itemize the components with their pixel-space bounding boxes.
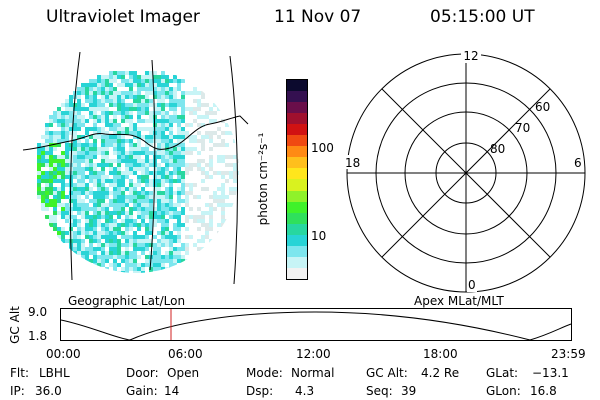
altitude-ylabel: GC Alt [8,306,22,344]
longitude-line-1 [69,52,81,281]
gain-label: Gain: [126,384,158,398]
gcalt-value: 4.2 Re [421,366,460,380]
colorbar-swatch [287,201,307,213]
colorbar-swatch [287,90,307,102]
colorbar [286,79,308,280]
glat-value: −13.1 [532,366,569,380]
mlat-label-70: 70 [515,121,530,135]
altitude-xtick-1200: 12:00 [296,347,331,361]
mlt-label-18: 18 [345,156,360,170]
colorbar-swatch [287,113,307,125]
geographic-label: Geographic Lat/Lon [68,294,186,308]
mlt-label-0: 0 [468,278,476,292]
mode-value: Normal [291,366,335,380]
altitude-curve [60,311,572,341]
uv-image-panel [22,52,249,285]
altitude-plot [60,308,572,341]
altitude-xtick-0600: 06:00 [168,347,203,361]
dsp-value: 4.3 [295,384,315,398]
colorbar-swatch [287,157,307,169]
filter-label: Flt: [10,366,29,380]
seq-label: Seq: [366,384,393,398]
altitude-ytick-9: 9.0 [28,305,48,319]
longitude-line-3 [229,55,238,285]
altitude-xtick-1800: 18:00 [423,347,458,361]
colorbar-swatch [287,146,307,158]
colorbar-swatch [287,124,307,136]
glon-value: 16.8 [530,384,557,398]
colorbar-swatch [287,168,307,180]
time-label: 05:15:00 UT [430,7,535,27]
mlat-label-60: 60 [535,100,550,114]
mlt-label-6: 6 [574,156,582,170]
door-label: Door: [126,366,159,380]
polar-diagonal-2 [381,88,551,258]
colorbar-swatch [287,245,307,257]
colorbar-tick-10: 10 [311,229,327,243]
filter-value: LBHL [39,366,70,380]
mlt-label-12: 12 [463,49,478,63]
seq-value: 39 [401,384,417,398]
uv-image-pixels [37,71,239,273]
gcalt-label: GC Alt: [366,366,408,380]
colorbar-tick-100: 100 [311,141,334,155]
colorbar-swatch [287,135,307,147]
mode-label: Mode: [246,366,283,380]
instrument-title: Ultraviolet Imager [46,7,200,27]
door-value: Open [167,366,200,380]
altitude-ytick-1-8: 1.8 [28,329,48,343]
colorbar-swatch [287,190,307,202]
colorbar-swatch [287,179,307,191]
altitude-xtick-0000: 00:00 [46,347,81,361]
glon-label: GLon: [486,384,521,398]
polar-plot: 12 18 6 0 60 70 80 [343,49,586,293]
mlat-label-80: 80 [490,142,505,156]
coastline [22,115,249,151]
colorbar-swatch [287,256,307,268]
glat-label: GLat: [486,366,519,380]
colorbar-swatch [287,223,307,235]
longitude-line-2 [149,59,156,271]
altitude-plot-frame [60,308,572,341]
colorbar-swatch [287,234,307,246]
colorbar-swatch [287,79,307,91]
ip-value: 36.0 [35,384,62,398]
date-label: 11 Nov 07 [274,7,362,27]
altitude-xtick-2359: 23:59 [551,347,586,361]
ip-label: IP: [10,384,25,398]
colorbar-swatch [287,212,307,224]
dsp-label: Dsp: [246,384,274,398]
apex-label: Apex MLat/MLT [414,294,504,308]
gain-value: 14 [164,384,180,398]
colorbar-unit-label: photon cm⁻²s⁻¹ [256,132,270,226]
colorbar-swatch [287,267,307,279]
colorbar-swatch [287,102,307,114]
